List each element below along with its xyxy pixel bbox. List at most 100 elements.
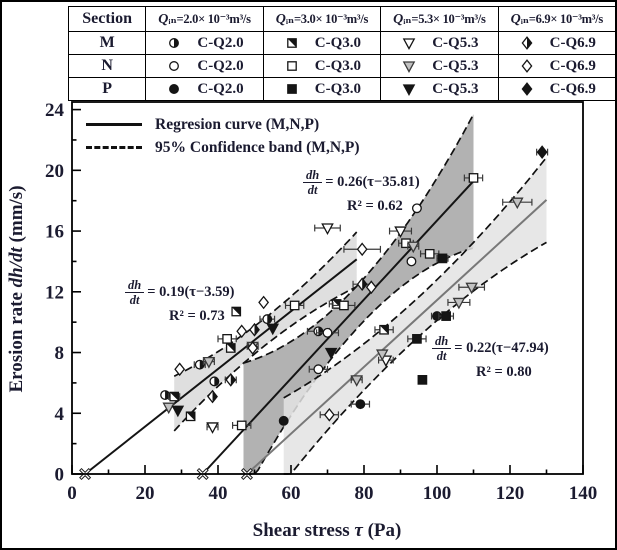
tri-gray-marker <box>375 349 389 362</box>
circle-open-marker <box>406 256 417 267</box>
circle-half-marker <box>209 376 220 387</box>
square-filled-marker <box>412 334 422 344</box>
series-label: C-Q2.0 <box>197 57 244 74</box>
header-q2: Qᵢₙ=2.0× 10⁻³m³/s <box>145 6 264 32</box>
equation-rhs: = 0.19(τ−3.59) <box>147 284 235 300</box>
legend-cell: C-Q5.3 <box>382 58 497 75</box>
regression-right-line <box>246 199 548 475</box>
marker-icon <box>169 84 180 94</box>
square-filled-marker <box>286 84 297 94</box>
regression-left-line <box>84 258 358 475</box>
r-squared: R² = 0.62 <box>347 198 403 214</box>
square-half-marker <box>379 324 389 335</box>
legend-confidence-row: 95% Confidence band (M,N,P) <box>86 136 360 159</box>
y-tick-label: 8 <box>55 343 65 364</box>
legend-cell: C-Q6.9 <box>499 80 614 98</box>
diamond-open-marker <box>365 280 377 295</box>
circle-half-marker <box>169 38 180 48</box>
square-open-marker <box>286 61 297 71</box>
circle-half-marker <box>313 326 324 337</box>
square-half-marker <box>231 306 242 317</box>
square-half-marker <box>286 38 297 48</box>
q-value: ᵢₙ=6.9× 10⁻³m³/s <box>520 12 604 26</box>
marker-icon <box>286 38 297 48</box>
circle-half-marker <box>160 390 171 400</box>
circle-open-marker <box>169 61 180 71</box>
y-tick-label: 12 <box>45 282 64 303</box>
diamond-half-marker <box>225 373 237 387</box>
tri-gray-marker <box>162 402 176 415</box>
series-label: C-Q6.9 <box>549 80 596 97</box>
y-tick-label: 4 <box>55 404 65 425</box>
legend-cell: C-Q2.0 <box>147 57 262 75</box>
equation-left: dh dt = 0.19(τ−3.59) R² = 0.73 <box>125 278 234 325</box>
marker-icon <box>286 84 297 94</box>
circle-filled-marker <box>278 415 289 426</box>
x-tick-label: 80 <box>355 483 374 504</box>
tri-filled-marker <box>171 405 185 418</box>
table-row-P: P C-Q2.0 C-Q3.0 C-Q5.3 C-Q6.9 <box>67 77 615 101</box>
diamond-open-marker <box>323 407 335 422</box>
legend-regression-row: Regresion curve (M,N,P) <box>86 113 360 136</box>
marker-icon <box>286 61 297 71</box>
section-label: M <box>67 31 147 55</box>
square-half-marker <box>225 343 236 353</box>
series-P-C-Q6.9 <box>536 145 549 159</box>
diamond-half-marker <box>521 36 533 50</box>
tri-gray-marker <box>402 61 416 73</box>
marker-icon <box>169 38 180 48</box>
square-open-marker <box>289 300 300 311</box>
equation-right: dh dt = 0.22(τ−47.94) R² = 0.80 <box>432 334 549 381</box>
fraction: dh dt <box>303 168 323 197</box>
marker-icon <box>521 82 533 96</box>
q-value: ᵢₙ=2.0× 10⁻³m³/s <box>168 12 251 26</box>
x-tick-label: 100 <box>423 483 452 504</box>
diamond-open-marker <box>356 242 368 257</box>
marker-icon <box>521 59 533 73</box>
circle-open-marker <box>313 364 324 375</box>
x-tick-label: 140 <box>569 483 598 504</box>
tri-filled-marker <box>402 84 416 96</box>
tri-gray-marker <box>350 375 363 387</box>
x-axis-title: Shear stress τ (Pa) <box>253 520 402 541</box>
section-label: N <box>67 54 147 78</box>
x-tick-label: 20 <box>136 483 155 504</box>
header-q6: Qᵢₙ=6.9× 10⁻³m³/s <box>497 6 615 32</box>
q-value: ᵢₙ=5.3× 10⁻³m³/s <box>403 12 486 26</box>
circle-half-marker <box>194 359 205 370</box>
square-open-marker <box>339 300 349 311</box>
tri-filled-marker <box>324 347 338 360</box>
regression-legend-label: Regresion curve (M,N,P) <box>155 115 320 133</box>
series-P-C-Q3.0 <box>407 253 455 385</box>
x-tick-label: 40 <box>209 483 228 504</box>
regression-right-band-lower <box>283 241 547 475</box>
diamond-filled-marker <box>521 82 533 96</box>
diamond-open-marker <box>174 362 186 377</box>
y-axis-title: Erosion rate dh/dt (mm/s) <box>6 185 27 392</box>
series-M-C-Q5.3 <box>206 223 413 434</box>
regression-right-band-fill <box>283 157 547 474</box>
circle-half-marker <box>262 314 273 325</box>
tri-gray-marker <box>452 297 466 310</box>
circle-open-marker <box>322 327 333 338</box>
diamond-half-marker <box>249 322 260 337</box>
table-row-N: N C-Q2.0 C-Q3.0 C-Q5.3 C-Q6.9 <box>67 54 615 78</box>
legend-cell: C-Q2.0 <box>147 81 262 98</box>
q-symbol: Q <box>510 12 521 27</box>
r-squared: R² = 0.80 <box>476 364 532 380</box>
tri-open-marker <box>402 38 416 50</box>
series-label: C-Q5.3 <box>432 34 479 51</box>
q-symbol: Q <box>158 12 169 27</box>
q-value: ᵢₙ=3.0× 10⁻³m³/s <box>285 12 369 26</box>
square-open-marker <box>424 248 435 259</box>
header-q5: Qᵢₙ=5.3× 10⁻³m³/s <box>380 6 499 32</box>
dashed-line-sample <box>86 146 142 149</box>
diamond-half-marker <box>207 389 218 404</box>
diamond-open-marker <box>236 324 248 339</box>
circle-filled-marker <box>355 399 366 410</box>
series-M-C-Q6.9 <box>207 277 372 404</box>
series-label: C-Q6.9 <box>549 34 596 51</box>
diamond-open-marker <box>521 59 533 73</box>
